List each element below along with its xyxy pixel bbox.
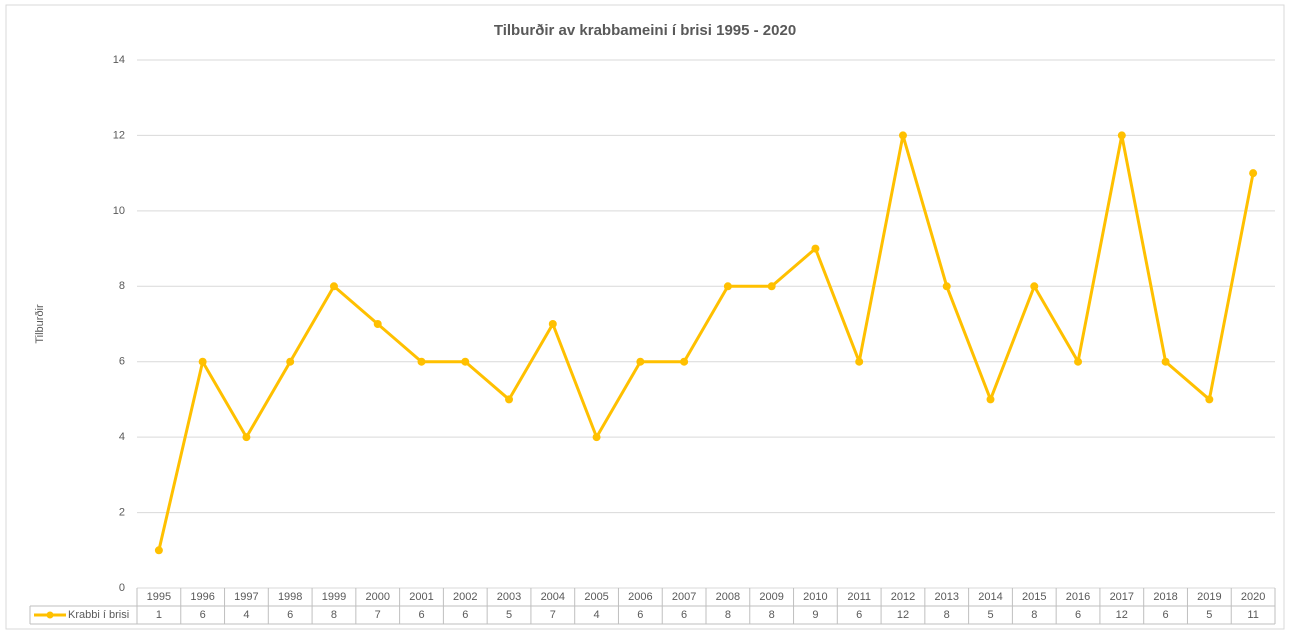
x-tick-label: 2004	[541, 591, 565, 603]
data-point	[1030, 282, 1039, 291]
data-point	[811, 244, 820, 253]
data-point	[505, 395, 514, 404]
series-line	[157, 133, 1255, 551]
data-point	[723, 282, 732, 291]
x-tick-label: 2006	[628, 591, 652, 603]
data-point	[548, 320, 557, 328]
table-value: 6	[1163, 609, 1169, 621]
x-tick-label: 2012	[891, 591, 915, 603]
x-tick-label: 1999	[322, 591, 346, 603]
x-tick-label: 2007	[672, 591, 696, 603]
x-tick-label: 2011	[847, 591, 871, 603]
table-value: 8	[725, 609, 731, 621]
data-point	[1249, 169, 1258, 178]
table-value: 6	[1075, 609, 1081, 621]
y-tick-label: 8	[119, 280, 125, 292]
table-value: 6	[418, 609, 424, 621]
x-tick-label: 2013	[934, 591, 958, 603]
data-point	[898, 131, 907, 140]
table-value: 7	[550, 609, 556, 621]
x-tick-label: 1997	[234, 591, 258, 603]
data-point	[1117, 131, 1126, 140]
data-point	[1074, 357, 1083, 366]
table-value: 6	[681, 609, 687, 621]
x-tick-label: 2002	[453, 591, 477, 603]
table-value: 4	[243, 609, 249, 621]
x-tick-label: 2010	[803, 591, 827, 603]
data-point	[592, 433, 601, 442]
y-axis-label: Tilburðir	[34, 304, 46, 344]
table-value: 12	[1116, 609, 1128, 621]
x-tick-label: 1995	[147, 591, 171, 603]
y-tick-label: 10	[113, 205, 125, 217]
data-point	[942, 282, 951, 291]
table-value: 6	[462, 609, 468, 621]
data-point	[461, 357, 470, 366]
data-point	[1161, 357, 1170, 366]
y-tick-label: 2	[119, 506, 125, 518]
x-tick-label: 2009	[759, 591, 783, 603]
x-tick-label: 2003	[497, 591, 521, 603]
data-point	[373, 320, 382, 328]
y-tick-label: 6	[119, 356, 125, 368]
data-point	[767, 282, 776, 291]
x-tick-label: 2000	[365, 591, 389, 603]
table-value: 6	[637, 609, 643, 621]
x-tick-label: 2008	[716, 591, 740, 603]
data-point	[855, 357, 864, 366]
legend-marker	[46, 611, 54, 619]
x-tick-label: 2019	[1197, 591, 1221, 603]
table-value: 12	[897, 609, 909, 621]
table-value: 8	[769, 609, 775, 621]
x-tick-label: 2005	[584, 591, 608, 603]
table-value: 5	[506, 609, 512, 621]
table-value: 8	[331, 609, 337, 621]
table-value: 5	[1206, 609, 1212, 621]
x-tick-label: 2020	[1241, 591, 1265, 603]
data-point	[329, 282, 338, 291]
table-value: 11	[1247, 609, 1258, 621]
y-tick-label: 0	[119, 582, 125, 594]
chart-title: Tilburðir av krabbameini í brisi 1995 - …	[494, 22, 796, 39]
data-point	[680, 357, 689, 366]
table-value: 1	[156, 609, 162, 621]
data-point	[417, 357, 426, 366]
table-value: 9	[812, 609, 818, 621]
table-value: 7	[375, 609, 381, 621]
table-value: 4	[594, 609, 600, 621]
x-tick-label: 1998	[278, 591, 302, 603]
table-value: 6	[200, 609, 206, 621]
y-tick-label: 14	[113, 54, 125, 66]
data-point	[198, 357, 207, 366]
x-tick-label: 2018	[1153, 591, 1177, 603]
table-value: 6	[856, 609, 862, 621]
data-point	[636, 357, 645, 366]
table-value: 6	[287, 609, 293, 621]
x-tick-label: 2015	[1022, 591, 1046, 603]
x-tick-label: 2016	[1066, 591, 1090, 603]
data-point	[1205, 395, 1214, 404]
data-point	[286, 357, 295, 366]
legend-label: Krabbi í brisi	[68, 609, 129, 621]
x-tick-label: 2014	[978, 591, 1002, 603]
table-value: 8	[944, 609, 950, 621]
x-tick-label: 2017	[1110, 591, 1134, 603]
table-value: 5	[987, 609, 993, 621]
chart-border	[5, 4, 1285, 630]
table-value: 8	[1031, 609, 1037, 621]
data-point	[242, 433, 251, 442]
x-tick-label: 1996	[190, 591, 214, 603]
y-tick-label: 12	[113, 129, 125, 141]
data-point	[986, 395, 995, 404]
y-tick-label: 4	[119, 431, 125, 443]
x-tick-label: 2001	[409, 591, 433, 603]
data-point	[154, 546, 163, 555]
